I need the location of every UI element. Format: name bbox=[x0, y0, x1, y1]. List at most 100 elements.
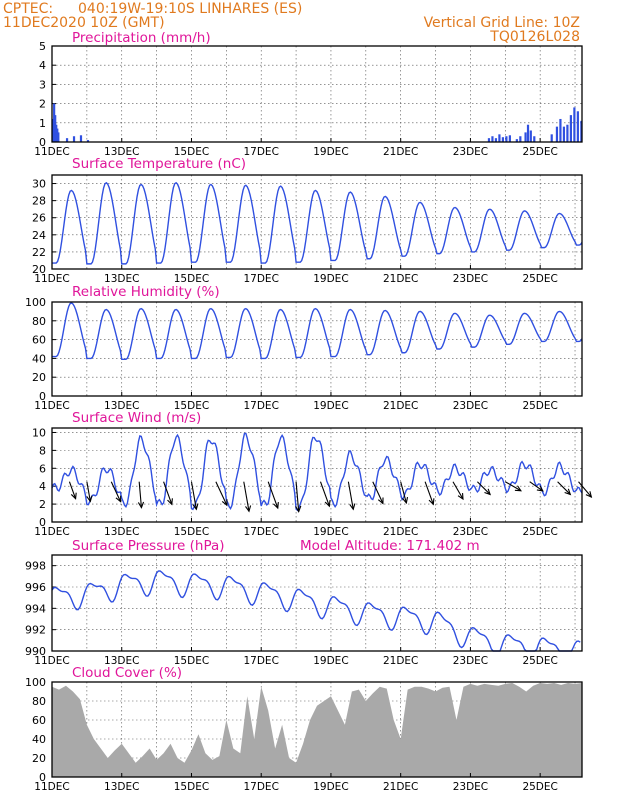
y-tick-label: 20 bbox=[32, 263, 46, 276]
header-location: 040:19W-19:10S LINHARES (ES) bbox=[78, 1, 302, 17]
y-tick-label: 990 bbox=[25, 645, 46, 658]
x-tick-label: 23DEC bbox=[453, 655, 488, 667]
x-tick-label: 23DEC bbox=[453, 781, 488, 793]
wind-arrow-head bbox=[585, 491, 593, 499]
y-tick-label: 100 bbox=[25, 296, 46, 309]
precip-bar bbox=[515, 139, 518, 142]
precip-bar bbox=[566, 124, 569, 142]
y-tick-label: 1 bbox=[39, 117, 46, 130]
y-tick-label: 40 bbox=[32, 733, 46, 746]
precip-bar bbox=[498, 134, 501, 142]
panel-frame bbox=[51, 681, 583, 778]
wind-arrow bbox=[578, 481, 592, 498]
x-tick-label: 25DEC bbox=[522, 781, 557, 793]
x-tick-label: 11DEC bbox=[34, 781, 69, 793]
y-tick-label: 10 bbox=[32, 426, 46, 439]
wind-arrow bbox=[243, 481, 250, 512]
y-tick-label: 992 bbox=[25, 624, 46, 637]
wind-arrow bbox=[267, 481, 279, 509]
humidity-line bbox=[52, 302, 583, 361]
y-tick-label: 80 bbox=[32, 315, 46, 328]
x-tick-label: 23DEC bbox=[453, 273, 488, 285]
panel-frame bbox=[51, 301, 583, 397]
x-tick-label: 11DEC bbox=[34, 526, 69, 538]
panel-humidity: Relative Humidity (%) 0 20 40 60 80 100 11DEC 1… bbox=[25, 284, 583, 412]
wind-arrow-head bbox=[295, 505, 302, 513]
y-tick-label: 998 bbox=[25, 560, 46, 573]
y-tick-label: 2 bbox=[39, 98, 46, 111]
x-tick-label: 11DEC bbox=[34, 655, 69, 667]
x-tick-label: 17DEC bbox=[243, 400, 278, 412]
x-tick-label: 23DEC bbox=[453, 400, 488, 412]
x-tick-label: 11DEC bbox=[34, 273, 69, 285]
wind-arrow-head bbox=[349, 503, 356, 511]
wind-arrow bbox=[477, 481, 491, 495]
wind-arrow bbox=[400, 481, 407, 504]
precip-bar bbox=[491, 136, 494, 142]
precip-bar bbox=[494, 138, 498, 142]
y-tick-label: 60 bbox=[32, 334, 46, 347]
cloud-title: Cloud Cover (%) bbox=[72, 665, 182, 681]
wind-arrow-head bbox=[115, 495, 122, 503]
x-tick-label: 19DEC bbox=[313, 400, 348, 412]
y-tick-label: 24 bbox=[32, 229, 46, 242]
panel-precipitation: Precipitation (mm/h) 0 1 2 3 4 5 11DEC 13DEC 15D… bbox=[34, 30, 583, 158]
wind-arrow-head bbox=[137, 501, 145, 509]
wind-arrow bbox=[190, 481, 197, 510]
x-tick-label: 17DEC bbox=[243, 146, 278, 158]
y-tick-label: 994 bbox=[25, 602, 46, 615]
y-tick-label: 28 bbox=[32, 195, 46, 208]
y-tick-label: 100 bbox=[25, 676, 46, 689]
humidity-title: Relative Humidity (%) bbox=[72, 284, 220, 300]
cloud-area bbox=[52, 682, 582, 777]
precip-bar bbox=[569, 115, 572, 142]
x-tick-label: 17DEC bbox=[243, 655, 278, 667]
y-tick-label: 996 bbox=[25, 581, 46, 594]
wind-arrow bbox=[110, 481, 122, 502]
x-tick-label: 13DEC bbox=[104, 273, 139, 285]
x-tick-label: 25DEC bbox=[522, 146, 557, 158]
y-tick-label: 40 bbox=[32, 352, 46, 365]
precip-bar bbox=[501, 137, 505, 142]
wind-arrow-head bbox=[514, 485, 522, 492]
wind-arrow bbox=[86, 481, 91, 502]
x-tick-label: 15DEC bbox=[174, 146, 209, 158]
y-tick-label: 6 bbox=[39, 462, 46, 475]
precip-bar bbox=[576, 111, 579, 142]
y-tick-label: 20 bbox=[32, 752, 46, 765]
x-tick-label: 17DEC bbox=[243, 273, 278, 285]
y-tick-label: 4 bbox=[39, 480, 46, 493]
wind-arrow-head bbox=[402, 496, 409, 505]
wind-arrow bbox=[163, 481, 173, 505]
precip-bar bbox=[57, 132, 60, 142]
wind-arrow bbox=[138, 481, 142, 508]
x-tick-label: 21DEC bbox=[383, 781, 418, 793]
y-tick-label: 0 bbox=[39, 516, 46, 529]
wind-arrow-head bbox=[564, 488, 572, 496]
wind-arrow bbox=[347, 481, 354, 510]
x-tick-label: 13DEC bbox=[104, 400, 139, 412]
wind-line bbox=[51, 432, 583, 512]
wind-arrow bbox=[319, 481, 330, 507]
y-tick-label: 8 bbox=[39, 444, 46, 457]
y-tick-label: 30 bbox=[32, 178, 46, 191]
precip-bar bbox=[72, 136, 76, 142]
wind-arrow-head bbox=[245, 505, 252, 513]
temperature-line bbox=[52, 181, 583, 265]
pressure-title: Surface Pressure (hPa) bbox=[72, 538, 225, 554]
wind-arrow bbox=[215, 481, 228, 506]
wind-arrow-head bbox=[536, 485, 544, 492]
x-tick-label: 19DEC bbox=[313, 526, 348, 538]
precip-bar bbox=[533, 136, 536, 142]
x-tick-label: 21DEC bbox=[383, 146, 418, 158]
y-tick-label: 4 bbox=[39, 59, 46, 72]
wind-arrow-head bbox=[457, 493, 464, 501]
wind-title: Surface Wind (m/s) bbox=[72, 410, 201, 426]
x-tick-label: 21DEC bbox=[383, 400, 418, 412]
wind-arrow-head bbox=[221, 499, 228, 507]
pressure-altitude-annotation: Model Altitude: 171.402 m bbox=[300, 538, 480, 554]
x-tick-label: 13DEC bbox=[104, 526, 139, 538]
precip-bar bbox=[526, 124, 530, 142]
precip-bar bbox=[524, 132, 527, 142]
